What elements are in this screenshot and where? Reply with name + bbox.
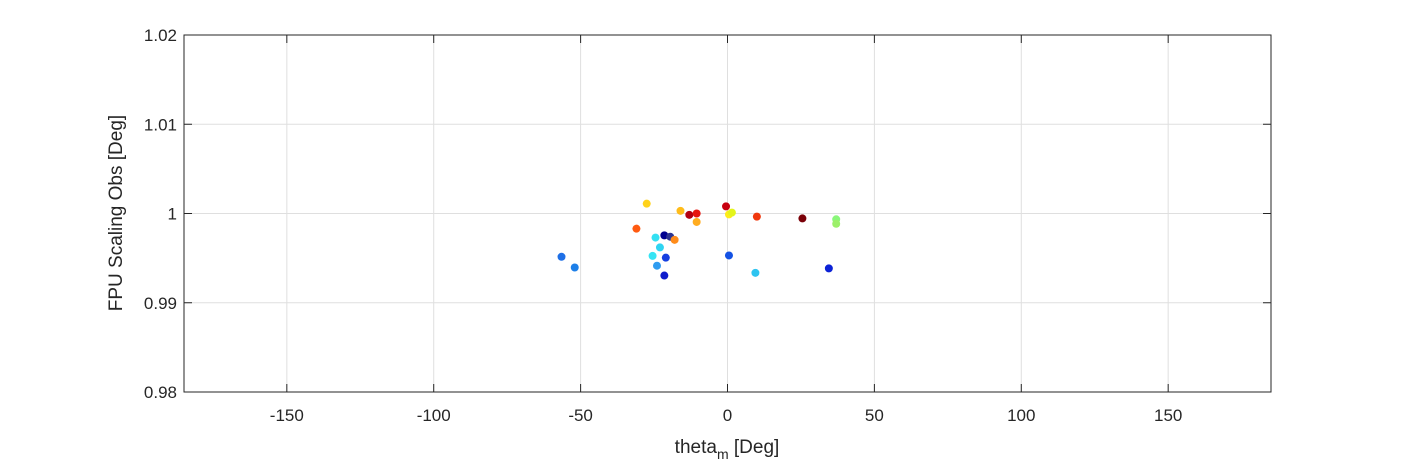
x-axis-label-main: theta <box>675 437 718 458</box>
scatter-point <box>752 212 761 221</box>
x-tick-label: 0 <box>723 406 732 425</box>
scatter-point <box>824 264 833 273</box>
x-ticks: -150 -100 -50 0 50 100 150 <box>270 35 1182 425</box>
scatter-point <box>676 206 685 215</box>
scatter-point <box>685 210 694 219</box>
x-tick-label: 150 <box>1154 406 1182 425</box>
scatter-point <box>722 202 731 211</box>
x-tick-label: -50 <box>568 406 593 425</box>
y-ticks: 0.98 0.99 1 1.01 1.02 <box>144 26 1271 402</box>
scatter-point <box>661 253 670 262</box>
scatter-point <box>651 233 660 242</box>
scatter-point <box>660 271 669 280</box>
scatter-point <box>632 224 641 233</box>
y-tick-label: 0.98 <box>144 383 177 402</box>
scatter-point <box>724 251 733 260</box>
x-tick-label: -150 <box>270 406 304 425</box>
scatter-point <box>557 252 566 261</box>
scatter-point <box>832 219 841 228</box>
y-axis-label: FPU Scaling Obs [Deg] <box>106 115 127 311</box>
scatter-point <box>798 214 807 223</box>
x-tick-label: -100 <box>417 406 451 425</box>
scatter-point <box>692 209 701 218</box>
scatter-point <box>751 268 760 277</box>
scatter-point <box>692 217 701 226</box>
scatter-point <box>670 235 679 244</box>
scatter-point <box>648 251 657 260</box>
y-tick-label: 1.01 <box>144 115 177 134</box>
x-axis-label-unit: [Deg] <box>729 437 780 458</box>
data-points <box>557 199 841 280</box>
scatter-point <box>642 199 651 208</box>
x-axis-label-subscript: m <box>717 446 729 462</box>
scatter-point <box>570 263 579 272</box>
x-tick-label: 100 <box>1007 406 1035 425</box>
y-tick-label: 1.02 <box>144 26 177 45</box>
scatter-point <box>727 208 736 217</box>
x-tick-label: 50 <box>865 406 884 425</box>
y-tick-label: 0.99 <box>144 294 177 313</box>
x-axis-label: thetam [Deg] <box>675 437 780 462</box>
scatter-point <box>655 243 664 252</box>
y-tick-label: 1 <box>168 205 177 224</box>
scatter-point <box>652 261 661 270</box>
